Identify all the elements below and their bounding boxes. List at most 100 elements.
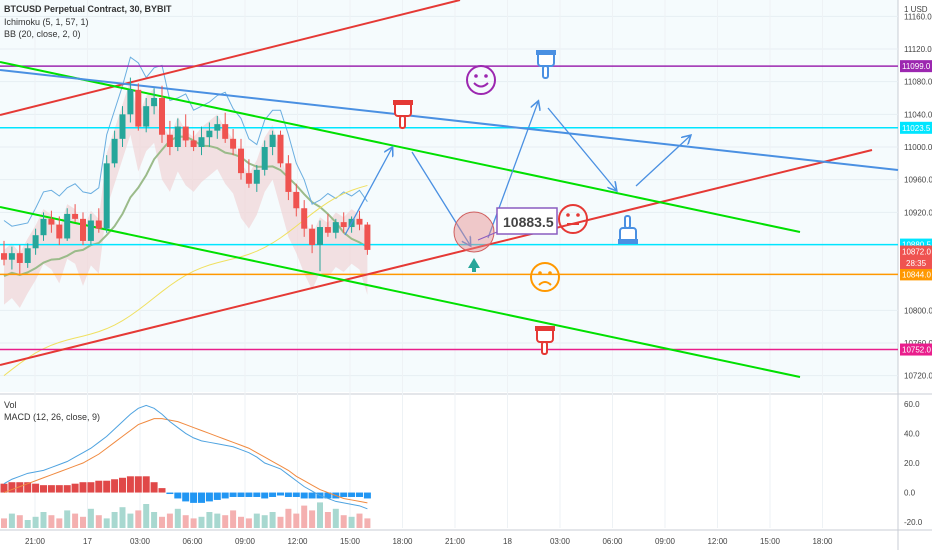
volume-bar <box>80 516 86 528</box>
macd-histogram-bar <box>166 492 174 495</box>
macd-histogram-bar <box>16 482 24 493</box>
candle-body <box>174 126 181 147</box>
price-tick-label: 10920.0 <box>904 208 932 217</box>
macd-histogram-bar <box>142 476 150 493</box>
volume-bar <box>261 515 268 528</box>
candle-body <box>309 228 316 245</box>
macd-histogram-bar <box>245 492 253 497</box>
hand-finger <box>541 341 548 355</box>
smiley-eye <box>484 74 488 78</box>
macd-histogram-bar <box>190 492 198 503</box>
price-tick-label: 10720.0 <box>904 372 932 381</box>
symbol-title[interactable]: BTCUSD Perpetual Contract, 30, BYBIT <box>4 4 172 14</box>
smiley-eye <box>538 271 542 275</box>
macd-tick-label: 0.0 <box>904 489 916 498</box>
macd-histogram-bar <box>95 480 103 493</box>
level-label-bg <box>900 343 932 356</box>
callout-text: 10883.5 <box>503 214 554 230</box>
volume-bar <box>95 515 102 528</box>
volume-bar <box>72 513 79 528</box>
macd-histogram-bar <box>126 476 134 493</box>
macd-tick-label: 20.0 <box>904 459 920 468</box>
volume-bar <box>174 508 181 528</box>
volume-bar <box>206 512 213 528</box>
candle-body <box>32 235 39 249</box>
level-label: 11023.5 <box>902 124 931 133</box>
candle-body <box>269 134 276 147</box>
time-tick-label: 06:00 <box>182 537 203 546</box>
macd-histogram-bar <box>284 492 292 497</box>
smiley-face <box>466 65 496 95</box>
projection-arrow <box>411 151 470 245</box>
price-tick-label: 11160.0 <box>904 12 932 21</box>
time-tick-label: 06:00 <box>602 537 623 546</box>
volume-bar <box>40 512 47 528</box>
price-tick-label: 11080.0 <box>904 78 932 87</box>
countdown-label: 28:35 <box>906 259 927 268</box>
time-tick-label: 17 <box>83 537 92 546</box>
macd-histogram-bar <box>198 492 205 503</box>
arrow-up-icon <box>468 258 480 272</box>
trend-line-red-lower <box>0 149 873 366</box>
volume-bar <box>103 518 110 528</box>
time-tick-label: 03:00 <box>130 537 151 546</box>
volume-bar <box>253 513 260 528</box>
vol-legend[interactable]: Vol <box>4 400 17 410</box>
macd-histogram-bar <box>55 485 63 493</box>
candle-body <box>151 98 158 107</box>
candle-body <box>317 227 323 245</box>
candle-body <box>8 253 15 260</box>
price-pane-bg <box>0 0 898 392</box>
price-tick-label: 10760.0 <box>904 339 932 348</box>
macd-histogram-bar <box>150 482 158 493</box>
candle-body <box>182 126 189 141</box>
volume-bar <box>324 512 331 528</box>
candle-body <box>16 253 23 263</box>
volume-bar <box>222 515 229 528</box>
macd-histogram-bar <box>277 492 284 496</box>
hand-cuff <box>535 326 555 331</box>
smiley-eye <box>576 213 580 217</box>
level-label: 10880.5 <box>902 241 931 250</box>
volume-bar <box>293 513 300 528</box>
macd-histogram-bar <box>356 492 363 497</box>
macd-legend[interactable]: MACD (12, 26, close, 9) <box>4 412 101 422</box>
macd-histogram-bar <box>47 485 55 493</box>
time-tick-label: 18 <box>503 537 512 546</box>
volume-bar <box>143 504 150 528</box>
macd-histogram-bar <box>8 482 16 493</box>
bb-legend[interactable]: BB (20, close, 2, 0) <box>4 29 81 39</box>
smiley-eye <box>474 74 478 78</box>
macd-line <box>3 404 368 510</box>
macd-histogram-bar <box>348 492 356 497</box>
volume-bar <box>317 502 323 528</box>
hand-cuff <box>536 50 556 55</box>
volume-bar <box>64 510 71 528</box>
candle-body <box>135 89 142 127</box>
macd-histogram-bar <box>24 482 32 493</box>
candle-body <box>190 140 197 147</box>
candle-body <box>48 218 55 225</box>
level-label-bg <box>900 268 932 281</box>
hand-finger <box>542 65 549 79</box>
time-tick-label: 21:00 <box>25 537 46 546</box>
time-tick-label: 18:00 <box>812 537 833 546</box>
volume-bar <box>214 513 221 528</box>
ichimoku-legend[interactable]: Ichimoku (5, 1, 57, 1) <box>4 17 89 27</box>
time-tick-label: 21:00 <box>445 537 466 546</box>
macd-tick-label: 40.0 <box>904 429 920 438</box>
time-tick-label: 15:00 <box>760 537 781 546</box>
trend-line-green-lower <box>0 206 801 378</box>
hand-cuff <box>618 239 638 244</box>
volume-bar <box>135 510 142 528</box>
candle-body <box>166 134 173 147</box>
candle-body <box>206 130 213 138</box>
candle-body <box>230 138 237 149</box>
macd-histogram-bar <box>363 492 371 499</box>
macd-histogram-bar <box>205 492 213 502</box>
price-tick-label: 11040.0 <box>904 110 932 119</box>
candle-body <box>293 191 300 209</box>
macd-histogram-bar <box>32 483 40 493</box>
volume-bar <box>348 516 355 528</box>
smiley-face <box>558 204 588 234</box>
